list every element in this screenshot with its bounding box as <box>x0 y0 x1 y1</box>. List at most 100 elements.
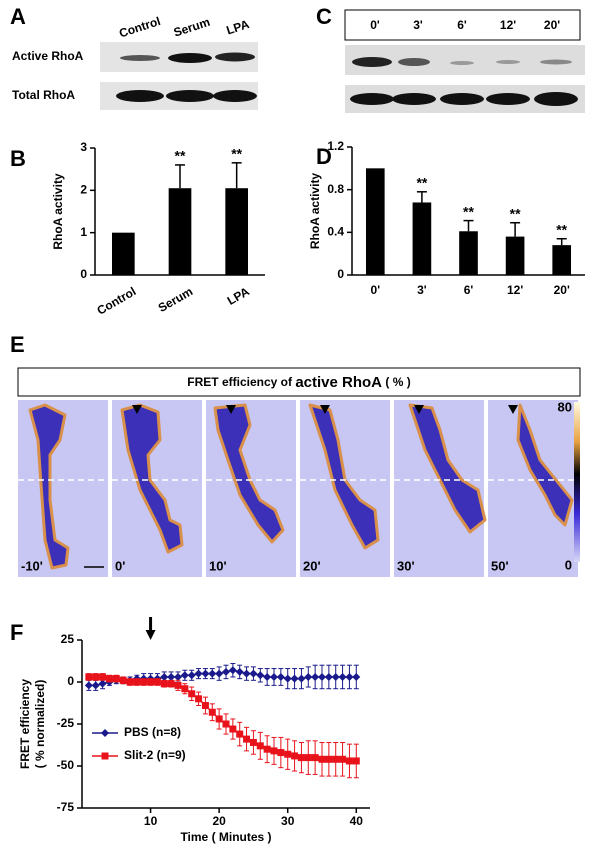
lane-label: 3' <box>413 18 423 32</box>
marker <box>98 679 107 688</box>
band <box>168 53 212 63</box>
bar <box>365 168 385 275</box>
lane-label: 12' <box>500 18 516 32</box>
marker <box>338 672 347 681</box>
time-label: -10' <box>21 558 43 573</box>
marker <box>222 667 230 676</box>
panel-letter: B <box>10 146 26 171</box>
marker <box>283 674 292 683</box>
significance: ** <box>510 205 521 221</box>
marker <box>215 669 224 678</box>
marker <box>174 672 182 681</box>
marker <box>242 669 251 678</box>
arrowhead <box>508 405 518 414</box>
marker <box>352 757 360 765</box>
cell <box>308 403 380 550</box>
y-axis-label: ( % normalized) <box>33 680 47 769</box>
marker <box>345 672 354 681</box>
marker <box>263 745 271 753</box>
marker <box>228 666 237 675</box>
bar <box>459 231 478 275</box>
x-tick-label: 0' <box>371 283 381 297</box>
x-tick-label: 12' <box>507 283 523 297</box>
y-axis-label: RhoA activity <box>308 173 322 250</box>
bar <box>552 245 572 275</box>
fret-title: FRET efficiency of active RhoA ( % ) <box>187 374 410 391</box>
marker <box>84 681 93 690</box>
marker <box>85 673 93 681</box>
marker <box>311 672 320 681</box>
bar <box>225 188 248 275</box>
significance: ** <box>231 146 242 162</box>
band <box>166 90 214 102</box>
band <box>450 61 474 65</box>
lane-label: 6' <box>457 18 467 32</box>
x-tick-label: 6' <box>464 283 474 297</box>
band <box>496 60 520 64</box>
cell <box>516 403 574 527</box>
y-tick-label: 1 <box>80 225 87 239</box>
marker <box>201 702 209 710</box>
marker <box>235 667 244 676</box>
marker <box>297 674 306 683</box>
marker <box>160 672 169 681</box>
y-axis-label: RhoA activity <box>51 173 65 250</box>
arrowhead <box>132 405 142 414</box>
marker <box>297 754 305 762</box>
row-label: Active RhoA <box>12 49 84 63</box>
colorbar-max: 80 <box>558 399 572 414</box>
cell <box>120 403 184 554</box>
blot-a: Active RhoA Total RhoA <box>12 42 258 110</box>
significance: ** <box>556 221 567 237</box>
marker <box>318 755 326 763</box>
bar <box>505 236 525 275</box>
band <box>486 93 530 105</box>
significance: ** <box>416 175 427 191</box>
y-tick-label: 0 <box>67 674 74 688</box>
y-tick-label: 0 <box>80 267 87 281</box>
time-label: 20' <box>303 558 321 573</box>
marker <box>331 672 340 681</box>
marker <box>119 676 127 684</box>
x-tick-label: 30 <box>281 814 295 828</box>
blot-c <box>344 9 585 113</box>
band <box>440 93 484 105</box>
marker <box>256 742 264 750</box>
marker <box>325 755 333 763</box>
band <box>540 59 572 65</box>
lane-label: LPA <box>225 17 252 38</box>
marker <box>160 680 168 688</box>
x-tick-label: 40 <box>350 814 364 828</box>
marker <box>311 754 319 762</box>
cell <box>213 403 285 544</box>
panel-letter: A <box>10 4 26 29</box>
marker <box>167 672 176 681</box>
y-tick-label: -25 <box>57 716 75 730</box>
marker <box>133 678 141 686</box>
arrowhead <box>320 405 330 414</box>
marker <box>324 672 333 681</box>
marker <box>105 675 113 683</box>
marker <box>249 669 258 678</box>
band <box>398 58 430 66</box>
marker <box>147 678 155 686</box>
time-label: 0' <box>115 558 125 573</box>
legend-label: Slit-2 (n=9) <box>124 748 186 762</box>
marker <box>215 715 223 723</box>
x-tick-label: 20 <box>212 814 226 828</box>
y-tick-label: 0.8 <box>327 182 344 196</box>
marker <box>194 669 203 678</box>
time-label: 50' <box>491 558 509 573</box>
colorbar <box>574 402 580 562</box>
marker <box>277 749 285 757</box>
panel-letter: E <box>10 332 25 357</box>
title-part: FRET efficiency of <box>187 375 295 389</box>
marker <box>243 735 251 743</box>
marker <box>236 730 244 738</box>
title-part: active RhoA <box>295 374 382 391</box>
marker <box>92 673 100 681</box>
marker <box>91 681 100 690</box>
marker <box>195 695 203 703</box>
bar <box>112 232 135 275</box>
